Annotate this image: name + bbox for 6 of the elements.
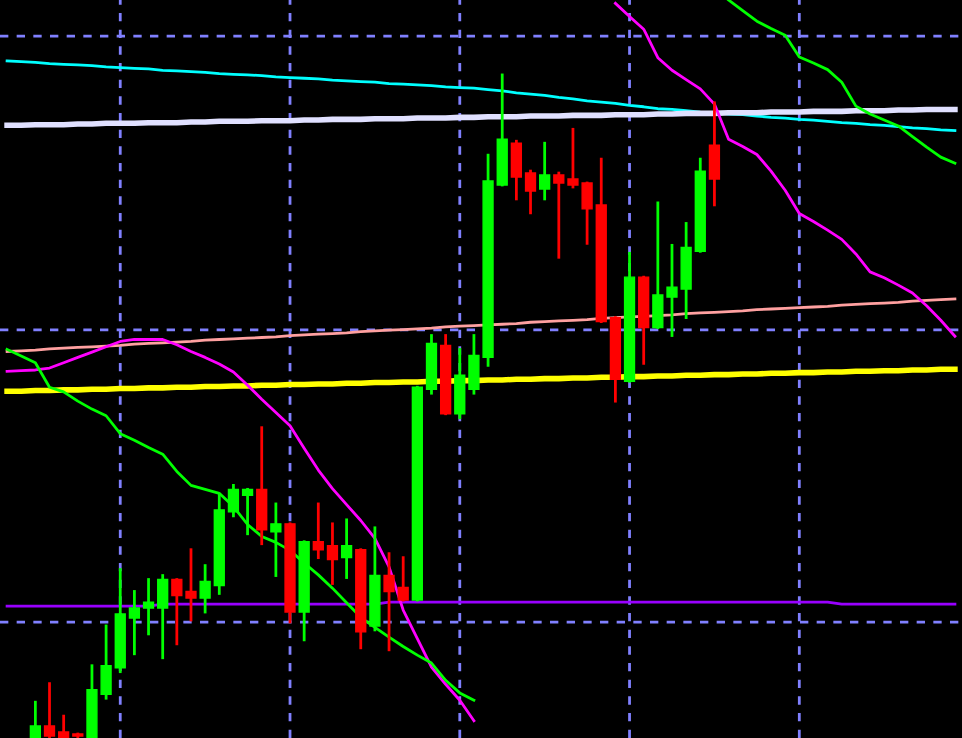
candlestick xyxy=(340,518,353,579)
candlestick xyxy=(256,426,268,546)
candlestick xyxy=(270,502,282,577)
candlestick xyxy=(29,700,42,738)
candlestick xyxy=(708,101,721,207)
candlestick xyxy=(539,141,551,201)
